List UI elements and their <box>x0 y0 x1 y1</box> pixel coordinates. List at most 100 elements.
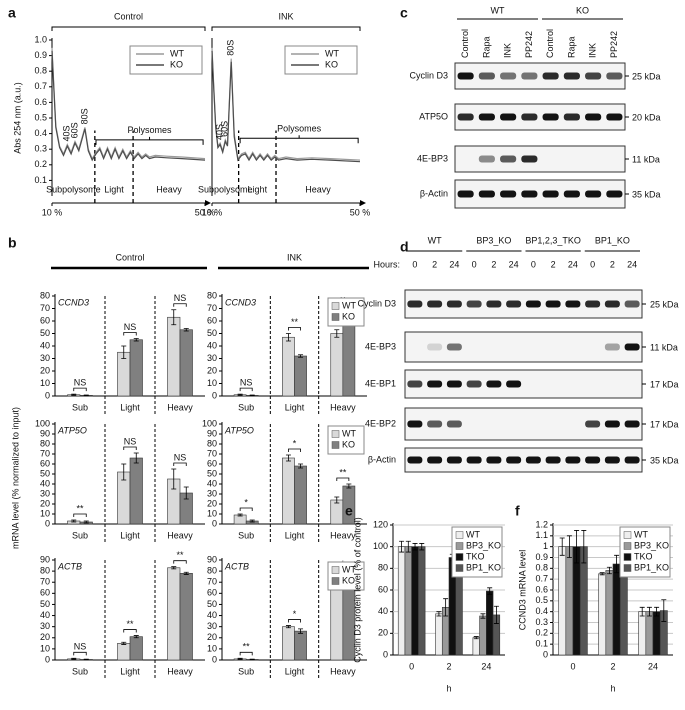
blot-band <box>506 380 522 388</box>
y-tick-label: 50 <box>207 328 217 338</box>
y-tick-label: 10 <box>40 643 50 653</box>
blot-band <box>446 300 462 308</box>
legend-swatch <box>331 441 340 449</box>
y-tick-label: 70 <box>40 448 50 458</box>
y-tick-label: 1.2 <box>535 519 548 529</box>
bar <box>129 636 143 661</box>
bar <box>638 611 647 656</box>
legend-label: WT <box>170 48 184 58</box>
error-bar <box>237 513 243 517</box>
x-tick-label: Heavy <box>167 402 193 412</box>
bar <box>612 563 621 656</box>
y-tick-label: 40 <box>207 478 217 488</box>
bar <box>330 584 344 661</box>
blot-band <box>407 380 423 388</box>
x-tick-label: 0 <box>409 661 414 671</box>
lane-label: Rapa <box>566 36 576 58</box>
y-tick-label: 10 <box>40 378 50 388</box>
blot-band <box>427 420 443 428</box>
trace <box>51 47 206 160</box>
y-tick-label: 90 <box>207 428 217 438</box>
legend-label: WT <box>634 529 648 539</box>
blot-band <box>624 420 640 428</box>
blot-band <box>506 300 522 308</box>
legend-swatch <box>623 531 632 539</box>
y-tick-label: 60 <box>207 315 217 325</box>
y-tick-label: 120 <box>373 519 388 529</box>
row-label: 4E-BP3 <box>365 341 396 351</box>
blot-band <box>542 190 559 198</box>
lane-label: 24 <box>509 259 519 269</box>
blot-band <box>521 72 538 80</box>
bar <box>598 573 607 656</box>
x-tick-label: Light <box>120 666 140 676</box>
y-tick-label: 0 <box>212 390 217 400</box>
blot-band <box>500 155 517 163</box>
bar <box>330 499 344 525</box>
peak-label: 80S <box>79 108 89 124</box>
blot-band <box>446 420 462 428</box>
y-tick-label: 40 <box>378 606 388 616</box>
legend-swatch <box>623 564 632 572</box>
y-tick-label: 0 <box>383 649 388 659</box>
y-tick-label: 1.0 <box>34 34 47 44</box>
region-label: Subpolysome <box>46 184 101 194</box>
y-tick-label: 40 <box>207 340 217 350</box>
sig-bracket <box>239 651 253 656</box>
lane-label: INK <box>588 43 598 58</box>
x-tick-label: 10 % <box>42 207 63 217</box>
blot-band <box>525 456 541 464</box>
y-tick-label: 0.9 <box>34 50 47 60</box>
blot-band <box>585 72 602 80</box>
blot-band <box>466 300 482 308</box>
y-tick-label: 30 <box>40 353 50 363</box>
blot-band <box>500 72 517 80</box>
error-bar <box>83 658 89 661</box>
legend-label: WT <box>325 48 339 58</box>
y-tick-label: 20 <box>40 632 50 642</box>
marker-label: 35 kDa <box>632 189 661 199</box>
error-bar <box>237 393 243 396</box>
y-tick-label: 10 <box>207 508 217 518</box>
y-tick-label: 50 <box>207 599 217 609</box>
group-label: KO <box>576 5 589 15</box>
bar <box>167 316 181 397</box>
x-tick-label: 10 % <box>202 207 223 217</box>
legend-label: KO <box>325 59 338 69</box>
error-bar <box>298 463 304 469</box>
blot-band <box>427 380 443 388</box>
y-tick-label: 10 <box>207 643 217 653</box>
blot-band <box>478 190 495 198</box>
y-tick-label: 0 <box>45 518 50 528</box>
y-tick-label: 30 <box>207 621 217 631</box>
blot-band <box>500 190 517 198</box>
x-tick-label: Heavy <box>167 530 193 540</box>
legend-swatch <box>455 564 464 572</box>
blot-band <box>542 72 559 80</box>
y-tick-label: 90 <box>40 554 50 564</box>
region-label: Heavy <box>305 184 331 194</box>
blot-band <box>521 113 538 121</box>
error-bar <box>566 535 572 558</box>
error-bar <box>654 606 660 617</box>
legend-label: WT <box>342 300 356 310</box>
y-tick-label: 60 <box>207 458 217 468</box>
blot-band <box>466 456 482 464</box>
sig-label: ** <box>243 642 251 652</box>
error-bar <box>71 393 77 396</box>
y-tick-label: 0.7 <box>535 574 548 584</box>
lane-label: 0 <box>412 259 417 269</box>
bar <box>479 615 487 656</box>
sig-label: ** <box>126 619 134 629</box>
error-bar <box>646 606 652 617</box>
y-tick-label: 0.2 <box>34 159 47 169</box>
x-tick-label: 2 <box>610 661 615 671</box>
sig-label: * <box>293 438 297 448</box>
y-tick-label: 0.9 <box>535 552 548 562</box>
row-label: ATP5O <box>419 111 448 121</box>
lane-label: 2 <box>432 259 437 269</box>
sig-bracket <box>173 303 187 307</box>
row-label: 4E-BP2 <box>365 418 396 428</box>
row-label: Cyclin D3 <box>357 298 396 308</box>
